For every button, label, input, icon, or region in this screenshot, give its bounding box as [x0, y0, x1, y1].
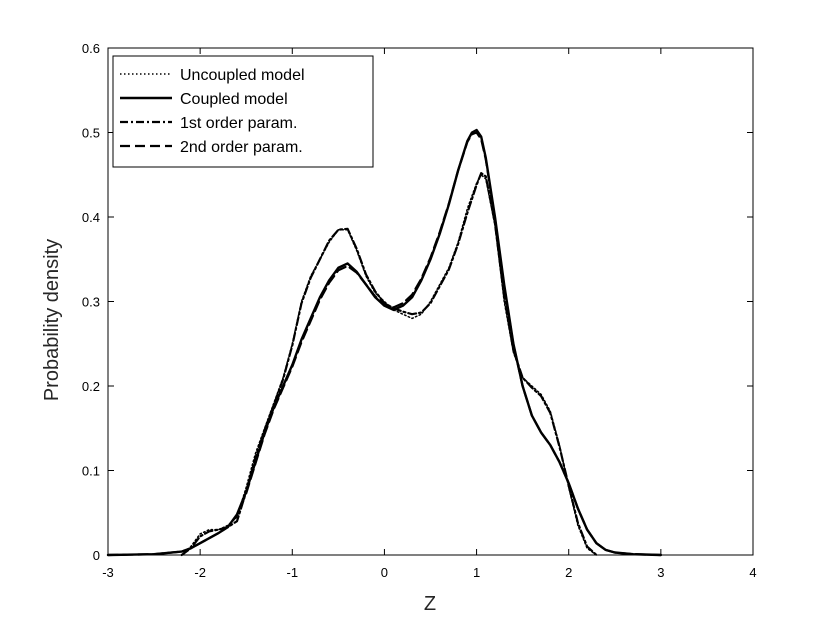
- legend-label: 2nd order param.: [180, 139, 303, 156]
- legend: Uncoupled model Coupled model 1st order pa…: [112, 55, 374, 168]
- x-tick-label: -2: [194, 565, 206, 580]
- y-tick-label: 0.2: [82, 379, 100, 394]
- y-tick-label: 0.6: [82, 41, 100, 56]
- y-tick-label: 0.3: [82, 295, 100, 310]
- legend-label: Coupled model: [180, 91, 288, 108]
- x-axis-title: Z: [424, 593, 436, 615]
- x-tick-label: -3: [102, 565, 114, 580]
- y-axis-title: Probability density: [41, 239, 63, 401]
- x-tick-label: 3: [657, 565, 664, 580]
- legend-label: Uncoupled model: [180, 67, 305, 84]
- y-tick-label: 0.1: [82, 464, 100, 479]
- x-tick-label: 1: [473, 565, 480, 580]
- x-tick-label: 4: [749, 565, 756, 580]
- series-layer: [106, 128, 663, 557]
- y-tick-label: 0.4: [82, 210, 100, 225]
- series-line-2nd-order-param: [106, 131, 662, 557]
- x-tick-label: 2: [565, 565, 572, 580]
- x-tick-label: 0: [381, 565, 388, 580]
- x-tick-label: -1: [287, 565, 299, 580]
- tick-layer: -3 -2 -1 0 1 2 3 4 0 0.1 0.2 0.3 0.4 0.5 0.6: [82, 41, 757, 580]
- legend-label: 1st order param.: [180, 115, 297, 132]
- y-tick-label: 0.5: [82, 126, 100, 141]
- y-tick-label: 0: [93, 548, 100, 563]
